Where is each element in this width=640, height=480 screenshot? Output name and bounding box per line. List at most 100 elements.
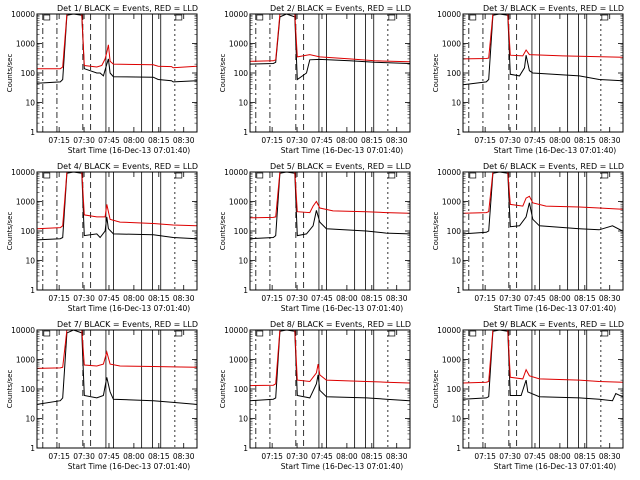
- y-tick-label: 1000: [16, 356, 35, 365]
- top-marker-box: [601, 14, 609, 21]
- x-tick-label: 07:15: [261, 136, 283, 145]
- x-tick-label: 08:15: [361, 452, 383, 461]
- y-tick-label: 1: [456, 286, 461, 295]
- x-tick-label: 07:30: [286, 452, 308, 461]
- chart-panel-7: Det 7/ BLACK = Events, RED = LLD Counts/s…: [6, 320, 198, 471]
- x-tick-label: 08:15: [148, 452, 170, 461]
- plot-frame: [462, 171, 624, 291]
- plot-frame: [249, 329, 411, 449]
- x-tick-label: 08:30: [386, 452, 408, 461]
- x-tick-label: 07:15: [48, 136, 70, 145]
- y-tick-label: 10: [451, 415, 461, 424]
- panel-title: Det 6/ BLACK = Events, RED = LLD: [483, 162, 624, 171]
- y-tick-label: 10000: [437, 10, 461, 19]
- y-axis-label: Counts/sec: [6, 212, 14, 251]
- plot-frame: [462, 13, 624, 133]
- chart-panel-9: Det 9/ BLACK = Events, RED = LLD Counts/s…: [432, 320, 624, 471]
- y-tick-label: 100: [234, 69, 249, 78]
- y-tick-label: 100: [447, 227, 462, 236]
- series-events-line: [463, 330, 623, 402]
- series-lld-line: [37, 330, 197, 369]
- top-marker-box: [388, 172, 396, 179]
- x-tick-label: 08:00: [123, 136, 145, 145]
- x-tick-label: 07:45: [524, 452, 546, 461]
- top-marker-box: [256, 172, 264, 179]
- y-tick-label: 1000: [229, 40, 248, 49]
- y-tick-label: 10000: [224, 10, 248, 19]
- y-tick-label: 1: [243, 128, 248, 137]
- y-tick-label: 1: [456, 128, 461, 137]
- top-marker-box: [601, 330, 609, 337]
- series-lld-line: [250, 330, 410, 387]
- y-tick-label: 10000: [224, 168, 248, 177]
- y-tick-label: 10000: [437, 168, 461, 177]
- panel-title: Det 3/ BLACK = Events, RED = LLD: [483, 4, 624, 13]
- chart-panel-5: Det 5/ BLACK = Events, RED = LLD Counts/s…: [219, 162, 411, 313]
- x-tick-label: 08:00: [336, 294, 358, 303]
- y-tick-label: 10000: [224, 326, 248, 335]
- y-axis-label: Counts/sec: [219, 54, 227, 93]
- x-tick-label: 08:30: [173, 294, 195, 303]
- x-tick-label: 08:00: [123, 452, 145, 461]
- x-tick-label: 07:45: [311, 452, 333, 461]
- y-tick-label: 100: [234, 385, 249, 394]
- x-tick-label: 08:30: [386, 294, 408, 303]
- y-tick-label: 10: [238, 99, 248, 108]
- y-tick-label: 1: [30, 444, 35, 453]
- x-tick-label: 07:30: [499, 294, 521, 303]
- top-marker-box: [43, 14, 51, 21]
- x-tick-label: 07:15: [48, 452, 70, 461]
- panel-title: Det 4/ BLACK = Events, RED = LLD: [57, 162, 198, 171]
- top-marker-box: [469, 172, 477, 179]
- x-tick-label: 08:00: [549, 294, 571, 303]
- x-tick-label: 07:30: [499, 136, 521, 145]
- series-events-line: [250, 14, 410, 81]
- x-tick-label: 08:00: [123, 294, 145, 303]
- y-tick-label: 100: [447, 385, 462, 394]
- series-events-line: [37, 172, 197, 241]
- y-axis-label: Counts/sec: [219, 212, 227, 251]
- series-lld-line: [250, 14, 410, 63]
- series-events-line: [37, 330, 197, 405]
- x-axis-label: Start Time (16-Dec-13 07:01:40): [68, 462, 190, 471]
- x-axis-label: Start Time (16-Dec-13 07:01:40): [494, 304, 616, 313]
- y-tick-label: 100: [234, 227, 249, 236]
- y-axis-label: Counts/sec: [432, 212, 440, 251]
- top-marker-box: [43, 172, 51, 179]
- top-marker-box: [175, 330, 183, 337]
- chart-panel-1: Det 1/ BLACK = Events, RED = LLD Counts/s…: [6, 4, 198, 155]
- x-tick-label: 08:15: [148, 294, 170, 303]
- x-tick-label: 07:45: [311, 294, 333, 303]
- x-tick-label: 07:15: [261, 294, 283, 303]
- x-tick-label: 08:15: [361, 136, 383, 145]
- x-axis-label: Start Time (16-Dec-13 07:01:40): [281, 146, 403, 155]
- y-tick-label: 1: [30, 128, 35, 137]
- panel-title: Det 1/ BLACK = Events, RED = LLD: [57, 4, 198, 13]
- x-tick-label: 08:15: [148, 136, 170, 145]
- y-tick-label: 10: [451, 257, 461, 266]
- panel-title: Det 8/ BLACK = Events, RED = LLD: [270, 320, 411, 329]
- x-tick-label: 07:45: [311, 136, 333, 145]
- series-events-line: [250, 172, 410, 240]
- top-marker-box: [175, 172, 183, 179]
- y-tick-label: 1: [456, 444, 461, 453]
- x-tick-label: 08:15: [361, 294, 383, 303]
- y-tick-label: 100: [447, 69, 462, 78]
- y-tick-label: 1: [30, 286, 35, 295]
- x-tick-label: 08:30: [599, 452, 621, 461]
- y-axis-label: Counts/sec: [432, 54, 440, 93]
- plot-frame: [36, 13, 198, 133]
- x-tick-label: 07:30: [286, 136, 308, 145]
- x-tick-label: 08:00: [549, 136, 571, 145]
- series-events-line: [37, 14, 197, 84]
- panel-title: Det 7/ BLACK = Events, RED = LLD: [57, 320, 198, 329]
- y-tick-label: 100: [21, 69, 36, 78]
- x-tick-label: 08:00: [336, 136, 358, 145]
- y-tick-label: 10: [25, 257, 35, 266]
- x-axis-label: Start Time (16-Dec-13 07:01:40): [68, 146, 190, 155]
- plot-frame: [249, 13, 411, 133]
- y-axis-label: Counts/sec: [6, 54, 14, 93]
- x-axis-label: Start Time (16-Dec-13 07:01:40): [494, 146, 616, 155]
- y-tick-label: 1: [243, 444, 248, 453]
- series-lld-line: [463, 14, 623, 60]
